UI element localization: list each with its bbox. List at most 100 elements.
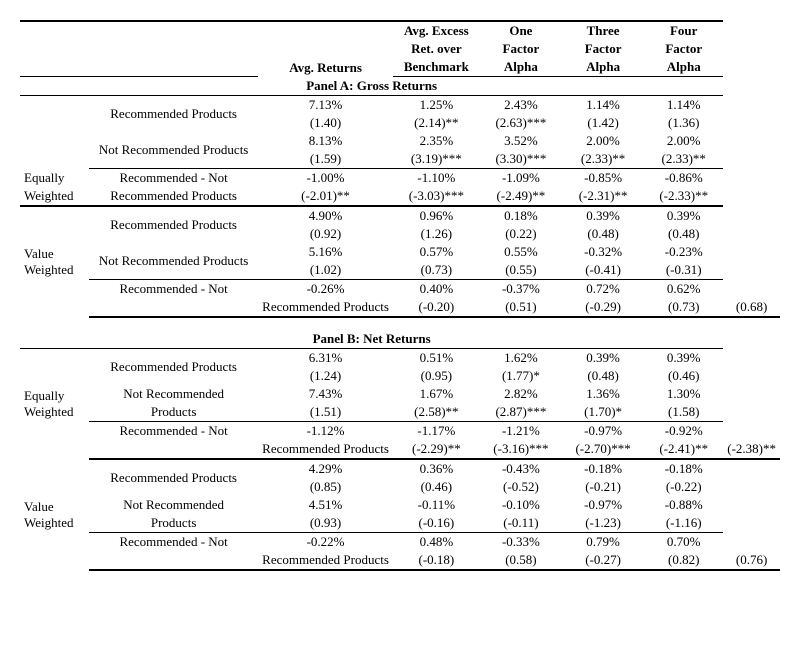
spacer	[20, 317, 723, 330]
cell: -1.17%	[393, 422, 480, 441]
cell: 8.13%	[258, 132, 393, 150]
cell: (-0.20)	[393, 298, 480, 317]
group-label: Value	[24, 246, 85, 262]
header-three-1: Three	[562, 21, 644, 40]
panel-a-title: Panel A: Gross Returns	[20, 77, 723, 96]
cell: 3.52%	[480, 132, 562, 150]
cell: 0.62%	[644, 280, 723, 299]
cell: (0.22)	[480, 225, 562, 243]
group-label: Value	[24, 499, 85, 515]
cell: (3.19)***	[393, 150, 480, 169]
cell: -0.33%	[480, 533, 562, 552]
cell: (-0.16)	[393, 514, 480, 533]
header-excess-1: Avg. Excess	[393, 21, 480, 40]
group-label-vw: Value Weighted	[20, 459, 89, 570]
row-label: Recommended Products	[258, 440, 393, 459]
cell: (2.63)***	[480, 114, 562, 132]
cell: 0.39%	[644, 206, 723, 225]
group-label: Weighted	[24, 404, 85, 420]
cell: (2.14)**	[393, 114, 480, 132]
cell: 2.00%	[562, 132, 644, 150]
cell: (2.58)**	[393, 403, 480, 422]
header-three-3: Alpha	[562, 58, 644, 77]
cell: (1.40)	[258, 114, 393, 132]
cell: (1.02)	[258, 261, 393, 280]
cell: (0.73)	[393, 261, 480, 280]
row-label: Recommended Products	[89, 96, 258, 133]
cell: 0.39%	[562, 206, 644, 225]
cell: (0.85)	[258, 478, 393, 496]
cell: (-0.21)	[562, 478, 644, 496]
cell: (0.48)	[644, 225, 723, 243]
cell: (0.46)	[644, 367, 723, 385]
cell: (-2.31)**	[562, 187, 644, 206]
row-label: Recommended - Not	[89, 533, 258, 552]
cell: (-0.18)	[393, 551, 480, 570]
cell: (3.30)***	[480, 150, 562, 169]
cell: -1.10%	[393, 169, 480, 188]
cell: 4.51%	[258, 496, 393, 514]
row-label: Recommended Products	[258, 298, 393, 317]
cell: 0.70%	[644, 533, 723, 552]
cell: 0.55%	[480, 243, 562, 261]
cell: -0.97%	[562, 422, 644, 441]
group-label: Weighted	[24, 262, 85, 278]
cell: -0.23%	[644, 243, 723, 261]
cell: -0.97%	[562, 496, 644, 514]
cell: 2.43%	[480, 96, 562, 115]
cell: (-2.49)**	[480, 187, 562, 206]
cell: (-2.29)**	[393, 440, 480, 459]
cell: 0.36%	[393, 459, 480, 478]
row-label: Recommended Products	[89, 206, 258, 243]
row-label: Recommended - Not	[89, 280, 258, 299]
panel-b-title: Panel B: Net Returns	[20, 330, 723, 349]
cell: 1.67%	[393, 385, 480, 403]
cell: 1.30%	[644, 385, 723, 403]
cell: 4.29%	[258, 459, 393, 478]
cell: (1.51)	[258, 403, 393, 422]
cell: 2.35%	[393, 132, 480, 150]
cell: (1.77)*	[480, 367, 562, 385]
cell: (-0.11)	[480, 514, 562, 533]
cell: (0.82)	[644, 551, 723, 570]
cell: 7.43%	[258, 385, 393, 403]
cell: 2.00%	[644, 132, 723, 150]
cell: (-0.27)	[562, 551, 644, 570]
cell: (-2.38)**	[723, 440, 780, 459]
cell: (0.46)	[393, 478, 480, 496]
header-excess-2: Ret. over	[393, 40, 480, 58]
header-three-2: Factor	[562, 40, 644, 58]
row-label: Recommended Products	[89, 187, 258, 206]
cell: (0.93)	[258, 514, 393, 533]
cell: -0.18%	[644, 459, 723, 478]
group-label: Weighted	[20, 187, 89, 206]
cell: (0.51)	[480, 298, 562, 317]
group-label-vw: Value Weighted	[20, 206, 89, 317]
header-blank	[20, 21, 258, 40]
cell: (1.24)	[258, 367, 393, 385]
cell: (0.58)	[480, 551, 562, 570]
cell: (-3.03)***	[393, 187, 480, 206]
cell: -0.37%	[480, 280, 562, 299]
cell: (0.48)	[562, 225, 644, 243]
cell: (0.55)	[480, 261, 562, 280]
row-label: Not Recommended	[89, 496, 258, 514]
header-four-1: Four	[644, 21, 723, 40]
row-label: Products	[89, 403, 258, 422]
cell: (0.48)	[562, 367, 644, 385]
cell: (2.87)***	[480, 403, 562, 422]
cell: (-2.70)***	[562, 440, 644, 459]
row-label: Recommended Products	[89, 349, 258, 386]
cell: 0.79%	[562, 533, 644, 552]
cell: -0.43%	[480, 459, 562, 478]
cell: (-1.23)	[562, 514, 644, 533]
cell: 1.62%	[480, 349, 562, 368]
cell: -0.86%	[644, 169, 723, 188]
cell: (1.58)	[644, 403, 723, 422]
cell: (2.33)**	[644, 150, 723, 169]
cell: -0.32%	[562, 243, 644, 261]
header-four-3: Alpha	[644, 58, 723, 77]
row-label: Recommended - Not	[89, 169, 258, 188]
group-label: Equally	[24, 388, 85, 404]
cell: 0.40%	[393, 280, 480, 299]
